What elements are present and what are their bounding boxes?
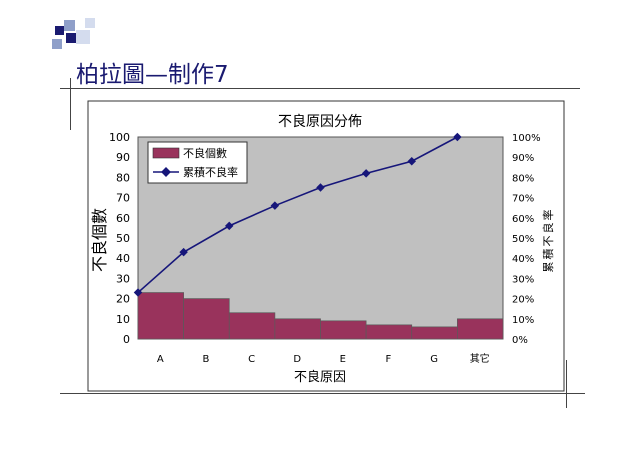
chart-title: 不良原因分佈 — [278, 113, 362, 130]
right-vertical-rule — [566, 360, 567, 408]
y2-tick-label: 40% — [512, 254, 534, 265]
y2-tick-label: 10% — [512, 315, 534, 326]
line-point-其它 — [453, 132, 462, 142]
y2-axis-ticks: 0% 10% 20% 30% 40% 50% 60% 70% 80% 90% 100% — [512, 133, 541, 346]
y-axis-label: 不良個數 — [90, 208, 109, 272]
x-tick-label: G — [430, 354, 438, 365]
decor-square-6 — [85, 18, 95, 28]
bar-series — [137, 292, 504, 340]
line-point-B — [179, 247, 188, 257]
y2-tick-label: 0% — [512, 335, 528, 346]
line-series — [133, 132, 462, 297]
bar-A — [137, 292, 184, 340]
y2-tick-label: 20% — [512, 295, 534, 306]
legend-line-label: 累積不良率 — [183, 165, 238, 179]
y-tick-label: 40 — [116, 252, 130, 265]
decor-square-1 — [55, 26, 64, 35]
legend-line-marker — [161, 167, 171, 177]
x-tick-label: A — [157, 354, 164, 365]
y2-tick-label: 30% — [512, 274, 534, 285]
y2-tick-label: 50% — [512, 234, 534, 245]
bottom-rule — [60, 393, 585, 394]
y-tick-label: 70 — [116, 192, 130, 205]
line-point-A — [133, 288, 143, 297]
bar-G — [411, 326, 458, 340]
x-tick-label: 其它 — [470, 352, 490, 365]
legend: 不良個數 累積不良率 — [147, 141, 248, 184]
line-point-F — [361, 169, 371, 178]
bar-D — [274, 318, 321, 340]
bar-B — [183, 298, 230, 340]
bar-F — [365, 324, 413, 340]
legend-bar-swatch — [152, 147, 180, 159]
x-tick-label: F — [386, 354, 392, 365]
y2-tick-label: 60% — [512, 214, 534, 225]
x-axis-label: 不良原因 — [294, 369, 346, 385]
y-axis-ticks: 0 10 20 30 40 50 60 70 80 90 100 — [109, 131, 130, 346]
title-underline — [60, 88, 580, 89]
legend-bar-label: 不良個數 — [183, 146, 227, 160]
left-vertical-rule — [70, 78, 71, 130]
y2-tick-label: 70% — [512, 194, 534, 205]
line-point-G — [407, 156, 416, 166]
bar-C — [228, 312, 276, 340]
x-tick-label: D — [293, 354, 301, 365]
decor-square-3 — [66, 33, 76, 43]
y-tick-label: 60 — [116, 212, 130, 225]
line-point-E — [316, 183, 325, 192]
y-tick-label: 80 — [116, 171, 130, 184]
bar-E — [320, 320, 367, 340]
x-tick-label: E — [340, 354, 346, 365]
line-point-D — [270, 201, 280, 210]
slide-title: 柏拉圖—制作7 — [76, 62, 229, 88]
y-tick-label: 100 — [109, 131, 130, 144]
x-axis-ticks: A B C D E F G 其它 — [157, 352, 490, 365]
y2-tick-label: 90% — [512, 153, 534, 164]
x-tick-label: C — [248, 354, 255, 365]
cumulative-line — [137, 136, 458, 294]
y-tick-label: 20 — [116, 293, 130, 306]
y2-axis-label: 累積不良率 — [541, 208, 555, 273]
decor-square-4 — [76, 30, 90, 44]
decor-square-2 — [64, 20, 75, 31]
y2-tick-label: 100% — [512, 133, 541, 144]
y-tick-label: 90 — [116, 151, 130, 164]
decor-square-5 — [52, 39, 62, 49]
x-tick-label: B — [203, 354, 210, 365]
bar-其它 — [457, 318, 504, 340]
line-point-C — [225, 221, 234, 231]
y-tick-label: 0 — [123, 333, 130, 346]
y-tick-label: 30 — [116, 272, 130, 285]
y2-tick-label: 80% — [512, 173, 534, 184]
y-tick-label: 50 — [116, 232, 130, 245]
y-tick-label: 10 — [116, 313, 130, 326]
